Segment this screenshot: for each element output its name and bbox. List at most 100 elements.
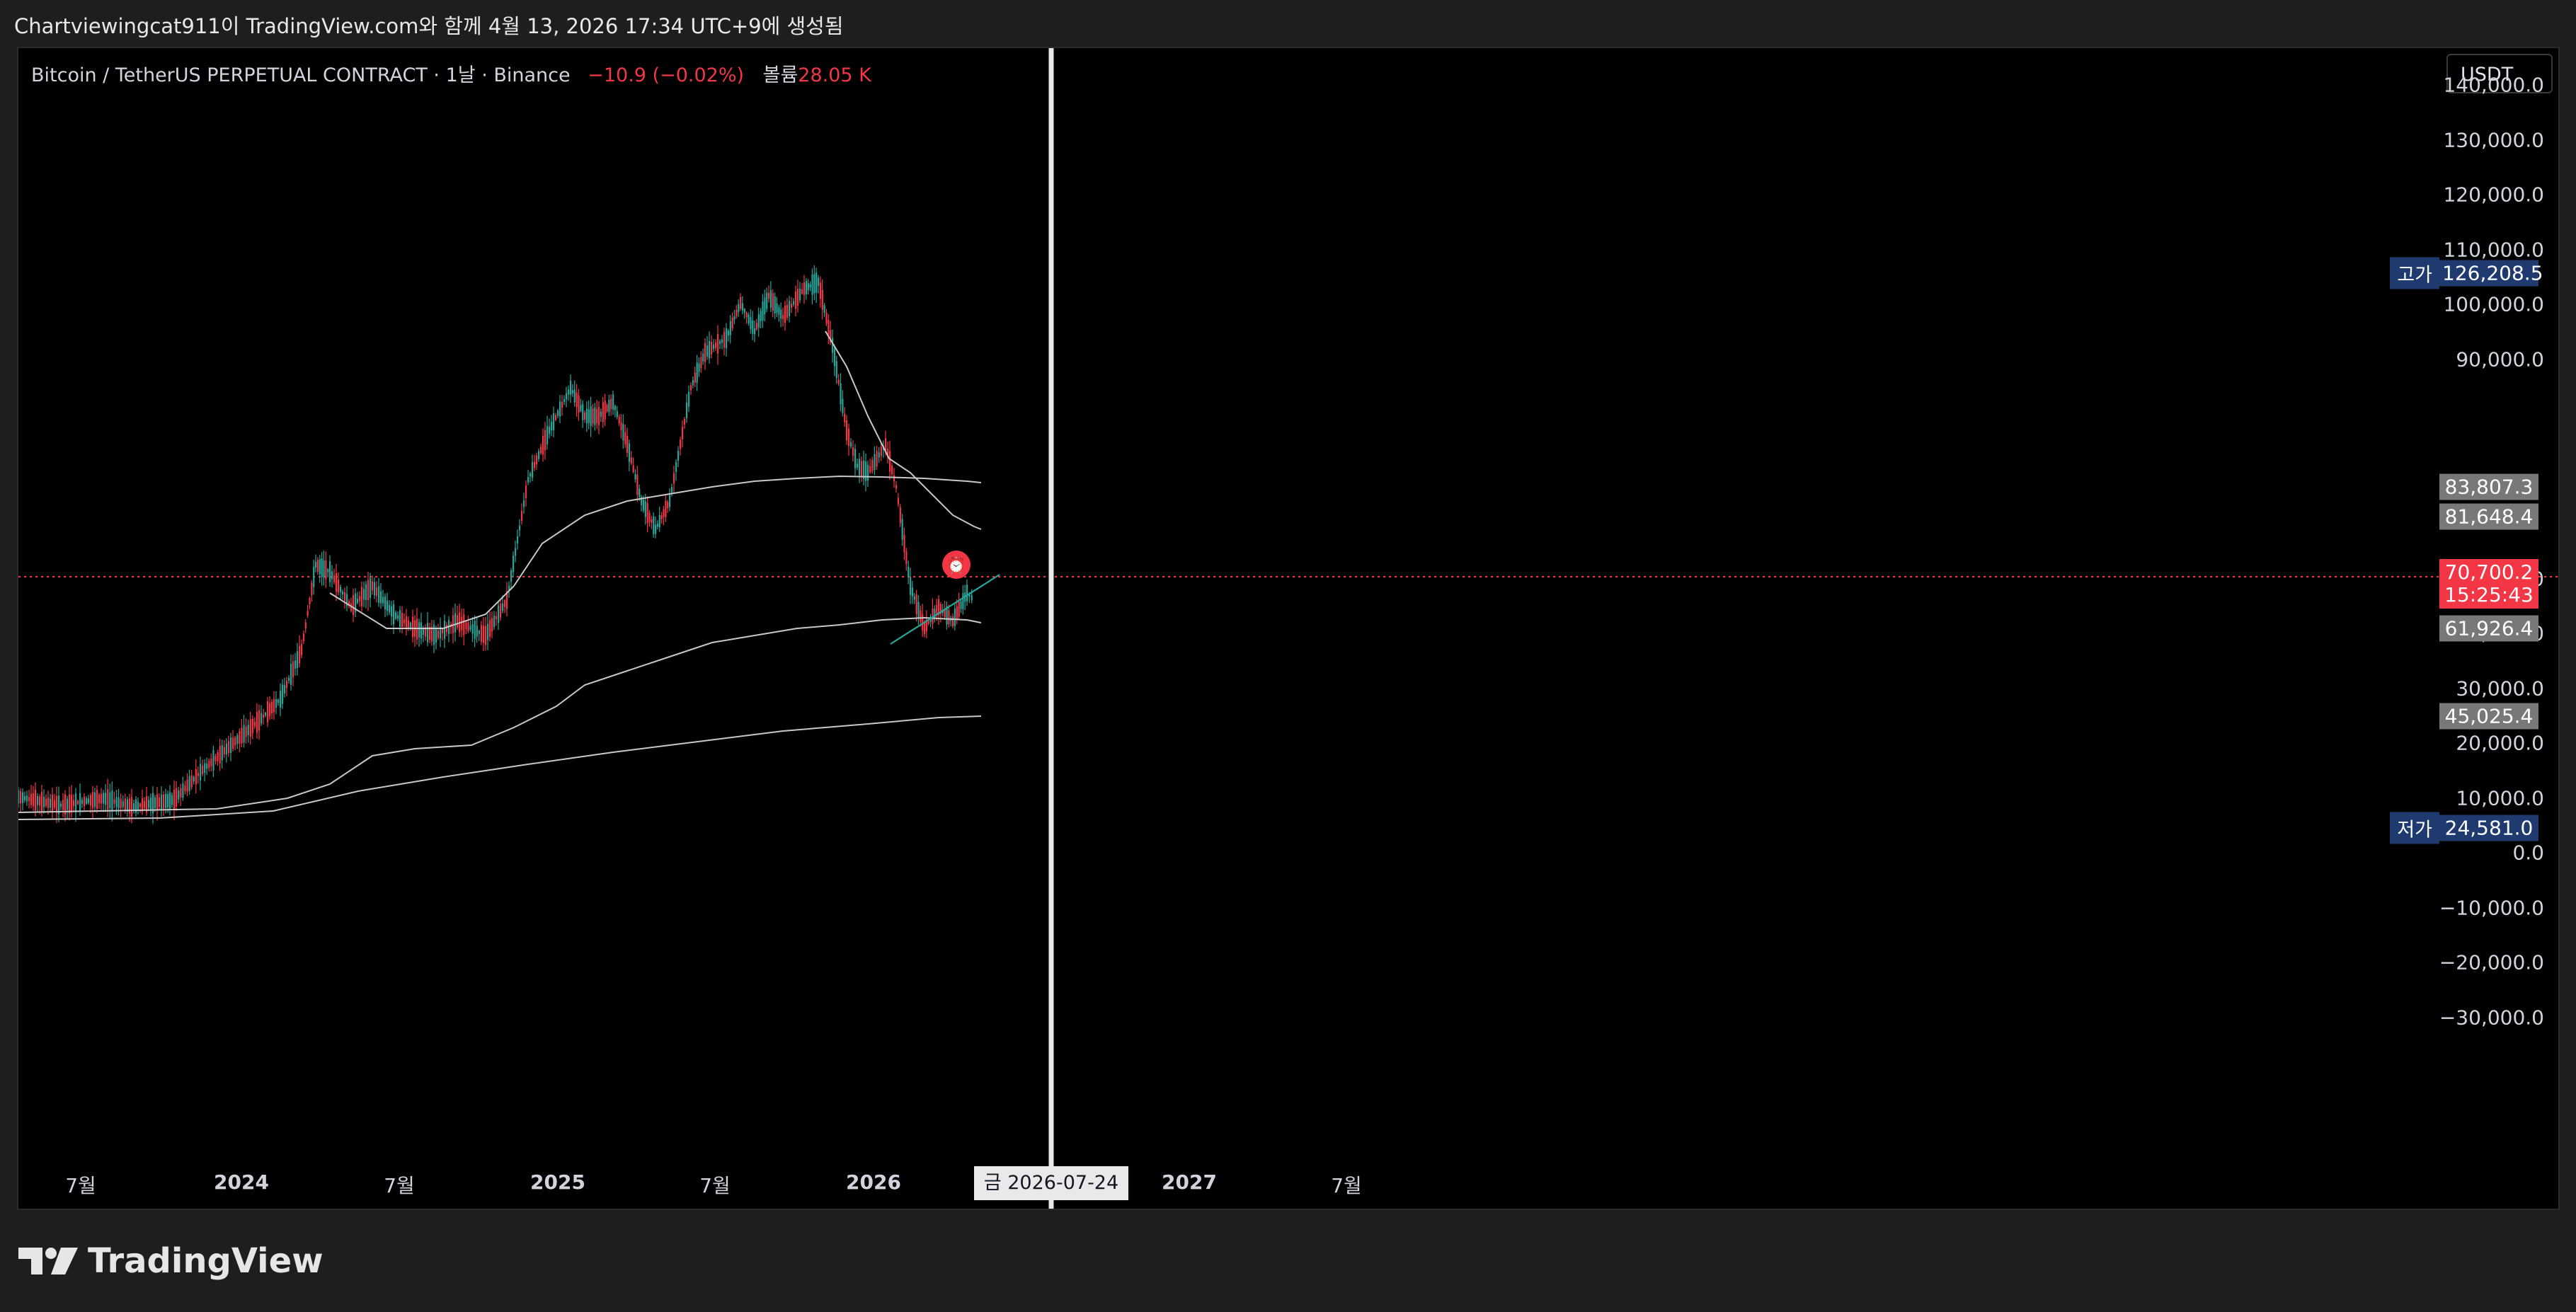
candle-body (823, 305, 825, 313)
currency-selector[interactable]: USDT (2446, 54, 2553, 93)
symbol-title[interactable]: Bitcoin / TetherUS PERPETUAL CONTRACT · … (31, 64, 571, 86)
candle-body (893, 475, 895, 482)
candle-body (84, 796, 86, 807)
candle-body (688, 391, 690, 407)
candle-body (81, 800, 84, 804)
candle-body (795, 291, 797, 309)
candle-body (372, 581, 374, 591)
candle-body (152, 793, 154, 814)
candle-body (774, 296, 776, 313)
price-chart[interactable]: ⏰ (18, 48, 2560, 1210)
candle-body (444, 621, 446, 639)
candle-body (457, 615, 459, 628)
candle-body (195, 769, 197, 785)
candle-body (869, 466, 871, 473)
candle-body (182, 783, 184, 798)
volume-label: 볼륨 (762, 64, 798, 86)
candle-body (344, 592, 346, 602)
candle-body (570, 380, 572, 396)
candle-body (336, 573, 338, 592)
candle-body (925, 619, 928, 632)
tradingview-logo[interactable]: TradingView (18, 1241, 324, 1281)
candle-body (165, 794, 167, 808)
candle-body (446, 625, 448, 632)
candle-body (848, 428, 850, 447)
candle-body (807, 283, 809, 291)
candle-body (47, 798, 50, 808)
candle-body (496, 616, 498, 620)
candle-body (738, 304, 740, 312)
candle-body (658, 514, 660, 528)
volume-value: 28.05 K (798, 64, 871, 86)
candle-body (669, 495, 671, 507)
candle-body (717, 334, 719, 354)
price-tick: 100,000.0 (2443, 292, 2544, 316)
candle-body (412, 616, 414, 638)
candle-body (502, 603, 504, 611)
candle-body (549, 427, 551, 434)
candle-body (719, 340, 721, 345)
candle-body (612, 394, 614, 410)
candle-body (557, 410, 559, 416)
candle-body (286, 680, 288, 689)
candle-body (952, 616, 954, 627)
candle-body (682, 427, 684, 439)
candle-body (101, 793, 103, 804)
candle-body (709, 340, 711, 359)
candle-body (131, 797, 133, 817)
candle-body (139, 803, 142, 807)
candle-body (598, 407, 600, 425)
candle-body (741, 303, 744, 311)
candle-body (828, 319, 830, 335)
candle-body (113, 799, 115, 804)
candle-body (636, 475, 639, 495)
candle-body (154, 798, 156, 808)
candle-body (245, 727, 247, 737)
candle-body (905, 551, 908, 564)
time-tick: 7월 (384, 1174, 415, 1197)
candle-body (731, 317, 733, 329)
candle-body (752, 320, 754, 334)
candle-body (20, 791, 22, 804)
candle-body (590, 405, 592, 427)
candle-body (301, 644, 303, 655)
candle-body (493, 615, 496, 628)
candle-body (846, 420, 848, 441)
candle-body (327, 569, 329, 572)
candle-body (791, 304, 793, 308)
candle-body (555, 415, 557, 420)
candle-body (946, 606, 948, 625)
candle-body (842, 398, 844, 413)
candle-body (94, 792, 96, 807)
candle-body (665, 500, 667, 517)
candle-body (302, 633, 305, 642)
time-tick: 7월 (1331, 1174, 1362, 1197)
candle-body (367, 580, 370, 601)
candle-body (418, 622, 420, 638)
candle-body (323, 560, 325, 577)
candle-body (442, 629, 444, 633)
candle-body (18, 790, 20, 804)
candle-body (261, 713, 263, 724)
candle-body (911, 587, 914, 597)
chart-caption: Chartviewingcat911이 TradingView.com와 함께 … (14, 14, 844, 38)
candle-body (632, 465, 634, 473)
moving-average-short (825, 330, 982, 530)
candle-body (867, 464, 869, 481)
candle-body (28, 797, 30, 801)
candle-body (568, 389, 570, 395)
candle-body (694, 372, 696, 383)
candle-body (204, 763, 206, 773)
candle-body (861, 461, 863, 476)
candle-body (199, 764, 202, 781)
candle-body (582, 403, 584, 420)
candle-body (656, 524, 659, 527)
candle-body (186, 779, 188, 793)
candle-body (167, 794, 169, 807)
candle-body (184, 785, 186, 791)
candle-body (365, 584, 367, 601)
candle-body (594, 407, 596, 425)
candle-body (206, 763, 208, 769)
chart-pane[interactable]: ⏰ Bitcoin / TetherUS PERPETUAL CONTRACT … (17, 47, 2560, 1210)
time-tick: 2026 (846, 1170, 901, 1194)
